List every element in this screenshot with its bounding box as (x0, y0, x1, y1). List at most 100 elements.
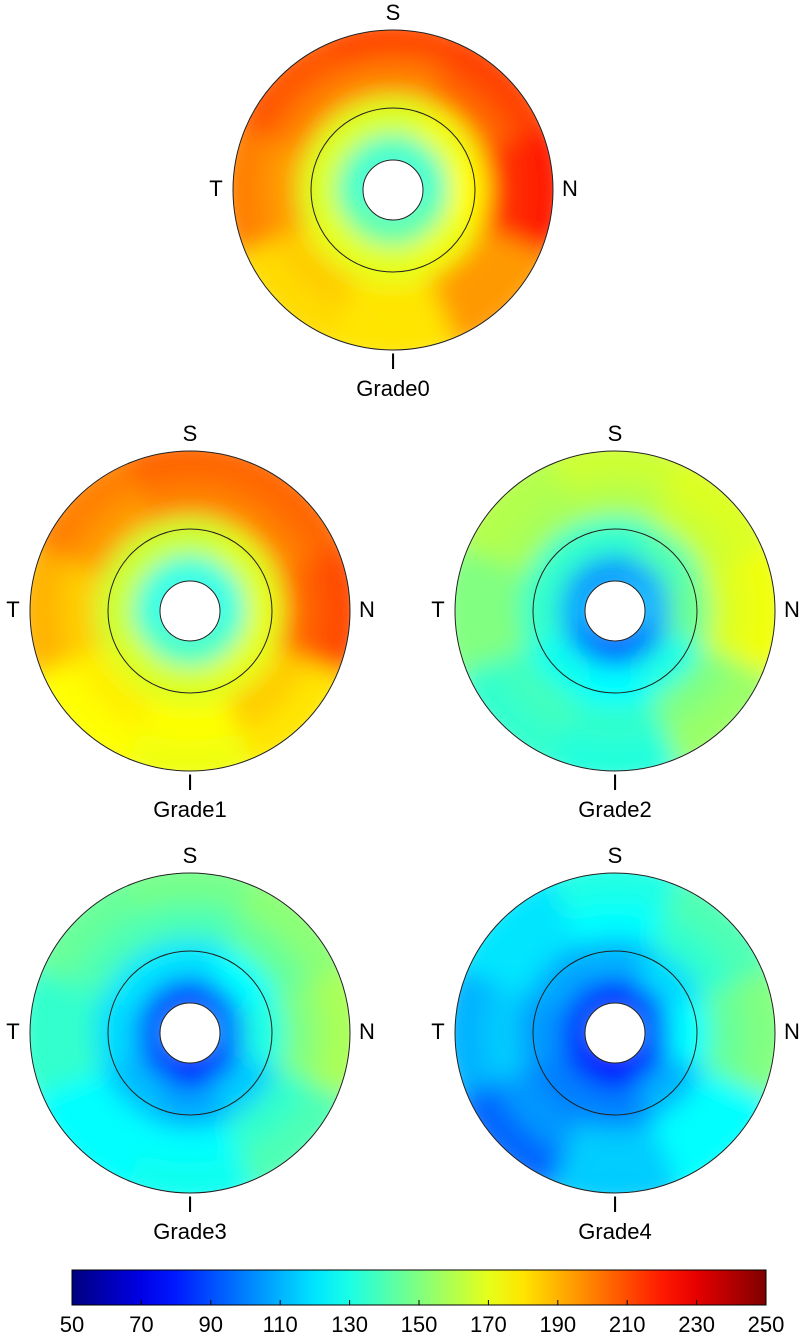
heat-cell (239, 873, 350, 984)
heat-cell (102, 1054, 169, 1121)
direction-label: T (6, 1019, 19, 1044)
heat-cell (414, 211, 481, 278)
colorbar-tick-label: 150 (401, 1312, 438, 1337)
heat-cell (239, 660, 350, 771)
heat-cell (239, 1082, 350, 1193)
heat-cell (735, 544, 775, 678)
heat-cell (305, 102, 372, 169)
heat-cell (263, 140, 306, 240)
heat-cell (211, 945, 278, 1012)
colorbar-tick-label: 110 (263, 1312, 298, 1337)
map-label: Grade2 (578, 797, 651, 822)
heat-cell (527, 1054, 594, 1121)
heat-cell (30, 451, 141, 562)
heat-cell (356, 94, 430, 140)
heat-cell (298, 153, 343, 227)
direction-label: N (359, 1019, 375, 1044)
heat-cell (665, 996, 711, 1070)
heat-cell (326, 310, 460, 350)
heat-cell (226, 1069, 311, 1154)
heat-cell (513, 123, 553, 257)
outer-ring (29, 450, 351, 772)
heatmap-cells (233, 30, 553, 350)
heat-cell (565, 903, 665, 946)
map-label: Grade0 (356, 376, 429, 401)
heat-cell (343, 60, 443, 103)
heat-cell (665, 574, 710, 648)
heat-cell (480, 140, 523, 240)
heat-cell (578, 937, 652, 983)
heat-cell (226, 490, 311, 575)
heat-cell (277, 983, 321, 1083)
heatmap (30, 451, 350, 771)
heatmap-cells (30, 873, 350, 1193)
heat-cell (69, 490, 154, 575)
heat-cell (211, 632, 278, 699)
heat-cell (664, 660, 775, 771)
direction-label: N (562, 176, 578, 201)
heat-cell (123, 451, 257, 491)
center-hole (159, 1002, 221, 1064)
direction-label: I (187, 1192, 193, 1217)
heat-cell (226, 647, 311, 732)
heat-cell (565, 698, 665, 741)
outer-ring (232, 29, 554, 351)
direction-label: T (431, 1019, 444, 1044)
center-hole (159, 580, 221, 642)
heat-cell (651, 490, 736, 575)
heat-cell (240, 574, 285, 648)
colorbar-tick-label: 230 (678, 1312, 715, 1337)
heat-cell (102, 632, 169, 699)
map-label: Grade3 (153, 1219, 226, 1244)
heat-cell (443, 153, 488, 227)
heat-cell (494, 1069, 579, 1154)
heat-cell (140, 480, 240, 524)
heat-cell (30, 1082, 141, 1193)
heat-cell (211, 523, 278, 590)
inner-ring (532, 950, 698, 1116)
heat-cell (664, 1082, 775, 1193)
center-hole (584, 580, 646, 642)
heat-cell (429, 69, 514, 154)
heat-cell (494, 912, 579, 997)
inner-ring (107, 528, 273, 694)
heat-cell (310, 966, 350, 1100)
heat-cell (233, 30, 344, 141)
heatmap-cells (30, 451, 350, 771)
heat-cell (455, 660, 566, 771)
heat-cell (240, 996, 286, 1070)
heat-cell (651, 912, 736, 997)
heatmap (30, 873, 350, 1193)
heat-cell (548, 873, 682, 913)
heat-cell (272, 69, 357, 154)
heat-cell (123, 1153, 257, 1193)
heat-cell (735, 966, 775, 1100)
direction-label: N (784, 1019, 800, 1044)
direction-label: S (183, 843, 198, 868)
heat-cell (233, 123, 273, 257)
heat-cell (664, 451, 775, 562)
heat-cell (211, 1054, 278, 1121)
heat-cell (429, 226, 514, 311)
heat-cell (30, 660, 141, 771)
direction-label: I (390, 349, 396, 374)
direction-label: T (6, 597, 19, 622)
heatmap (233, 30, 553, 350)
heat-cell (59, 983, 103, 1083)
map-label: Grade1 (153, 797, 226, 822)
heat-cell (455, 544, 495, 678)
heat-cell (527, 945, 594, 1012)
heat-cell (153, 937, 227, 983)
heat-cell (636, 523, 703, 590)
heat-cell (356, 240, 430, 285)
heat-cell (651, 647, 736, 732)
direction-label: N (784, 597, 800, 622)
heat-cell (548, 1153, 682, 1193)
heat-cell (94, 996, 140, 1070)
direction-label: I (612, 1192, 618, 1217)
map-label: Grade4 (578, 1219, 651, 1244)
heat-cell (153, 661, 227, 706)
center-hole (584, 1002, 646, 1064)
heat-cell (548, 451, 682, 491)
